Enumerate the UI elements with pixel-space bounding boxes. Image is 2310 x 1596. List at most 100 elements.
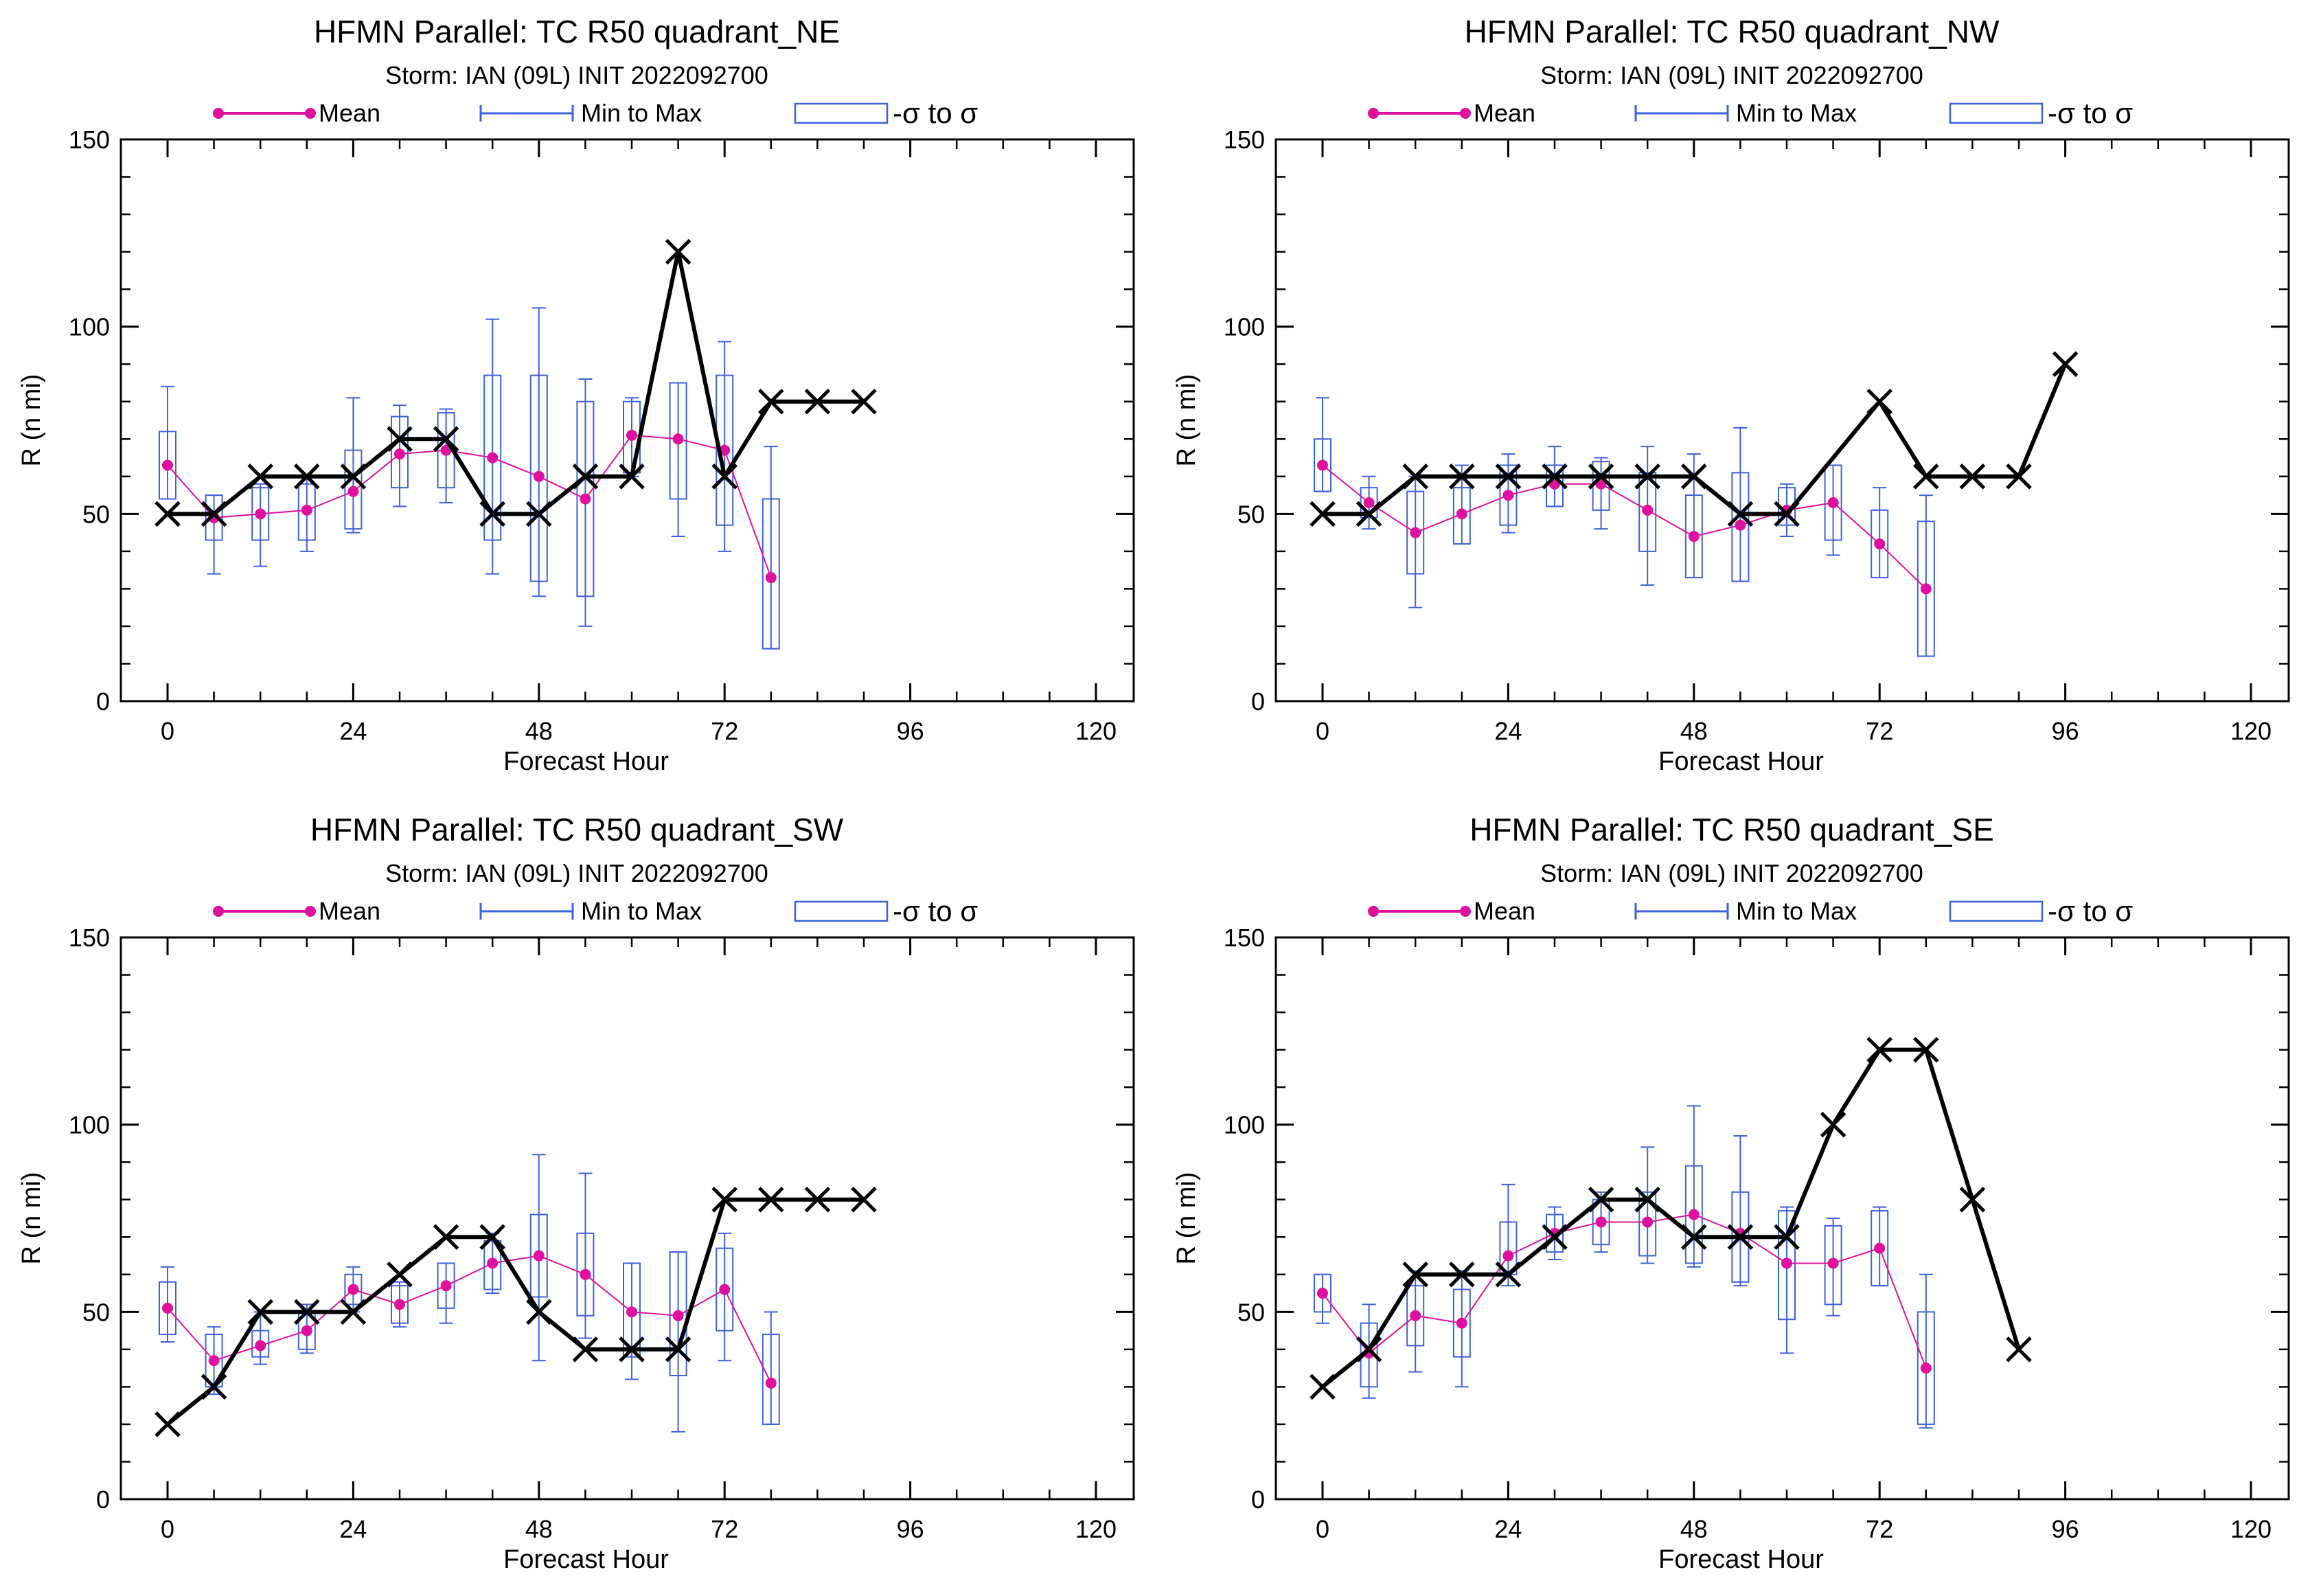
chart-title: HFMN Parallel: TC R50 quadrant_SW (310, 812, 844, 847)
sigma-box (1452, 487, 1471, 545)
legend-mean-marker (1460, 906, 1471, 917)
mean-point (162, 459, 173, 471)
sigma-box (1684, 494, 1703, 579)
y-tick-label: 150 (69, 924, 110, 952)
x-tick-label: 24 (339, 1515, 367, 1543)
box-group (1824, 464, 1842, 556)
sigma-box (1314, 438, 1331, 492)
chart-panel-3: HFMN Parallel: TC R50 quadrant_SE Storm: … (1172, 812, 2290, 1574)
best-track-marker (340, 1299, 367, 1325)
sigma-box (391, 1285, 409, 1324)
box-group (669, 382, 687, 538)
box-group (1731, 426, 1750, 582)
mean-line (1322, 464, 1927, 590)
best-track-marker (1588, 464, 1614, 490)
sigma-box (669, 1251, 687, 1377)
mean-point (1410, 527, 1421, 538)
best-track-marker (1402, 1262, 1428, 1288)
best-track-marker (1310, 1373, 1336, 1400)
box-group (1499, 453, 1518, 534)
best-track-marker (1634, 1186, 1660, 1213)
plot-frame (1274, 138, 2290, 703)
x-tick-label: 72 (711, 1515, 738, 1543)
mean-point (394, 1299, 405, 1310)
sigma-box (623, 1262, 641, 1358)
best-track-marker (1495, 464, 1522, 490)
x-tick-label: 120 (1075, 1515, 1117, 1543)
y-tick-label: 150 (69, 126, 110, 154)
x-tick-label: 24 (339, 717, 367, 745)
best-track-marker (201, 501, 227, 527)
mean-point (208, 1355, 220, 1367)
mean-point (533, 1250, 545, 1262)
mean-point (1827, 497, 1839, 508)
box-group (251, 1311, 270, 1365)
box-group (1917, 494, 1935, 657)
mean-line (167, 1255, 772, 1384)
best-track-marker (1727, 1224, 1754, 1251)
legend-minmax-label: Min to Max (581, 99, 702, 127)
box-group (576, 1172, 595, 1339)
y-tick-label: 150 (1224, 126, 1265, 154)
mean-point (347, 486, 359, 497)
box-group (159, 385, 176, 500)
mean-point (487, 452, 499, 464)
best-track-marker (665, 1336, 691, 1363)
mean-point (1688, 531, 1700, 543)
sigma-box (762, 1334, 780, 1425)
sigma-box (1871, 1210, 1889, 1287)
x-tick-label: 96 (897, 1515, 924, 1543)
best-track-marker (1588, 1186, 1614, 1213)
x-tick-label: 96 (2052, 717, 2079, 745)
mean-point (1735, 519, 1746, 531)
x-tick-label: 24 (1494, 1515, 1522, 1543)
best-track-marker (1774, 1224, 1800, 1251)
mean-point (487, 1257, 499, 1269)
sigma-box (391, 415, 409, 489)
chart-title: HFMN Parallel: TC R50 quadrant_NE (314, 14, 840, 49)
best-track-marker (247, 464, 273, 490)
legend-mean-label: Mean (319, 99, 380, 127)
legend-sigma-box (794, 102, 889, 124)
x-tick-label: 0 (161, 717, 174, 745)
plot-frame (119, 936, 1135, 1501)
y-tick-label: 100 (1224, 313, 1265, 341)
mean-point (1874, 538, 1886, 549)
box-group (1314, 1273, 1331, 1324)
y-tick-label: 50 (82, 1298, 110, 1326)
legend-mean-marker (1460, 108, 1471, 119)
mean-point (255, 508, 266, 520)
best-track-marker (2006, 464, 2032, 490)
best-track-marker (1402, 464, 1428, 490)
box-group (1871, 487, 1889, 579)
sigma-box (716, 1247, 734, 1332)
legend-minmax-label: Min to Max (1736, 99, 1857, 127)
x-tick-label: 120 (2230, 717, 2272, 745)
y-tick-label: 100 (1224, 1111, 1265, 1139)
box-group (1314, 397, 1331, 492)
best-track-marker (1356, 501, 1382, 527)
box-group (1406, 1270, 1425, 1373)
best-track-marker (1681, 1224, 1707, 1251)
mean-point (1317, 1288, 1328, 1299)
best-track-marker (758, 1186, 784, 1213)
legend-sigma-box (1949, 900, 2044, 922)
best-track-marker (1774, 501, 1800, 527)
box-group (529, 307, 548, 597)
box-group (1778, 1206, 1796, 1354)
best-track-marker (1866, 1036, 1892, 1063)
mean-point (1502, 490, 1514, 501)
mean-point (1317, 459, 1328, 471)
best-track-marker (1449, 464, 1475, 490)
y-axis-label: R (n mi) (17, 1172, 46, 1264)
plot-frame (1274, 936, 2290, 1501)
mean-point (1363, 497, 1375, 508)
best-track-marker (851, 1186, 877, 1213)
legend: Mean Min to Max -σ to σ (213, 895, 978, 927)
legend-mean-marker (1368, 108, 1379, 119)
sigma-box (1452, 1288, 1471, 1358)
mean-point (1595, 1216, 1607, 1228)
y-axis-label: R (n mi) (1172, 374, 1201, 466)
best-track-marker (433, 1224, 459, 1251)
